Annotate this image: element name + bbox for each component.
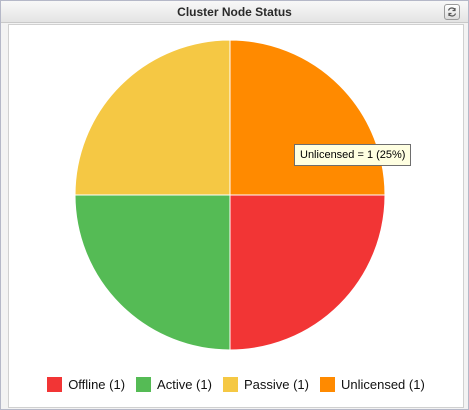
slice-tooltip: Unlicensed = 1 (25%) xyxy=(294,144,412,166)
pie-slice-active[interactable] xyxy=(74,194,231,351)
legend-swatch-unlicensed xyxy=(319,376,335,392)
refresh-icon xyxy=(447,7,457,17)
legend-item-passive[interactable]: Passive (1) xyxy=(222,376,309,392)
legend-item-unlicensed[interactable]: Unlicensed (1) xyxy=(319,376,425,392)
legend-label-unlicensed: Unlicensed (1) xyxy=(340,376,425,392)
pie-slice-passive[interactable] xyxy=(74,39,231,196)
legend-label-passive: Passive (1) xyxy=(243,376,309,392)
chart-legend: Offline (1) Active (1) Passive (1) Unlic… xyxy=(9,372,463,396)
legend-item-offline[interactable]: Offline (1) xyxy=(47,376,126,392)
legend-item-active[interactable]: Active (1) xyxy=(136,376,212,392)
chart-area: Unlicensed = 1 (25%) Offline (1) Active … xyxy=(8,24,464,408)
legend-swatch-offline xyxy=(47,376,63,392)
panel-title: Cluster Node Status xyxy=(177,5,292,19)
legend-swatch-passive xyxy=(222,376,238,392)
refresh-button[interactable] xyxy=(444,4,460,20)
pie-slice-offline[interactable] xyxy=(229,194,386,351)
legend-label-offline: Offline (1) xyxy=(68,376,126,392)
legend-label-active: Active (1) xyxy=(157,376,212,392)
pie-slice-unlicensed[interactable] xyxy=(229,39,386,196)
pie-chart xyxy=(74,39,386,351)
legend-swatch-active xyxy=(136,376,152,392)
panel-header: Cluster Node Status xyxy=(1,1,468,23)
